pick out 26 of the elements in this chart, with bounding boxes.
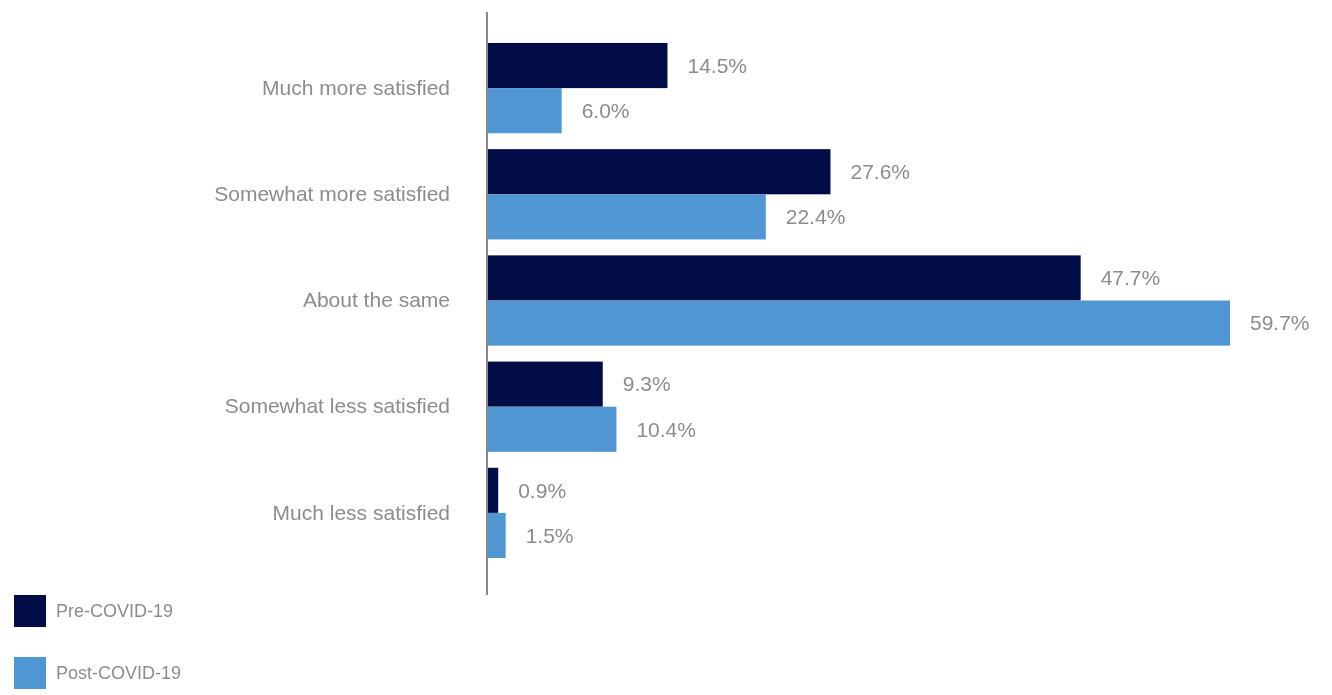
y-tick-label: Much less satisfied (272, 500, 450, 524)
legend-label: Post-COVID-19 (56, 663, 182, 684)
bar (487, 255, 1081, 301)
bar (487, 300, 1230, 346)
data-label: 1.5% (525, 523, 574, 547)
data-label: 14.5% (687, 53, 748, 77)
data-label: 10.4% (636, 417, 696, 441)
data-label: 0.9% (518, 478, 567, 502)
y-tick-label: Much more satisfied (262, 75, 450, 99)
bar (487, 361, 603, 407)
y-tick-label: Somewhat less satisfied (224, 394, 450, 418)
legend-label: Pre-COVID-19 (56, 601, 174, 622)
data-label: 47.7% (1100, 266, 1161, 290)
data-label: 22.4% (785, 205, 846, 229)
bar (487, 194, 766, 240)
bar (487, 42, 668, 89)
y-tick-label: Somewhat more satisfied (214, 182, 450, 206)
bar (487, 88, 562, 134)
bar (487, 149, 831, 195)
data-label: 9.3% (622, 372, 671, 396)
data-label: 6.0% (581, 99, 630, 123)
data-label: 59.7% (1250, 311, 1310, 335)
bar (487, 406, 617, 452)
bar (487, 512, 506, 559)
data-label: 27.6% (850, 160, 911, 184)
y-tick-label: About the same (302, 288, 450, 312)
